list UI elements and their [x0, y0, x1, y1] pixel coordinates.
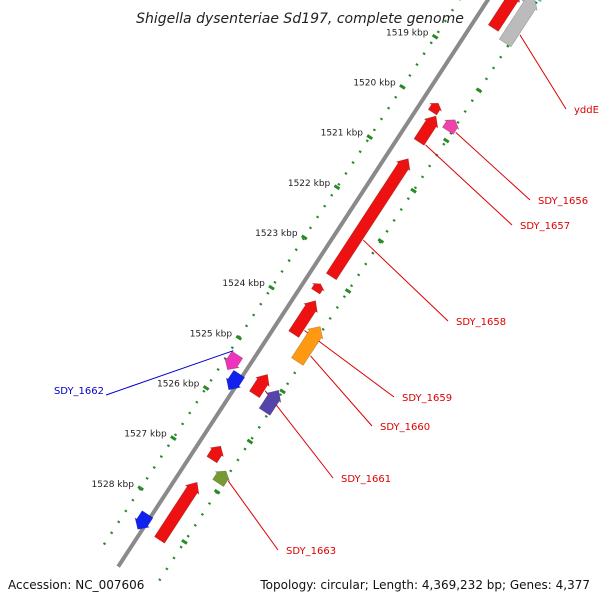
scale-tick-label: 1527 kbp — [124, 430, 167, 440]
scale-tick — [268, 284, 275, 291]
scale-tick-inner — [181, 539, 188, 545]
scale-tick-inner — [475, 87, 483, 94]
gene-label: SDY_1657 — [520, 221, 570, 232]
gene-arrow-g2 — [537, 0, 542, 3]
gene-leader-line — [310, 355, 373, 427]
gene-leader-line — [362, 239, 449, 322]
scale-tick-inner — [442, 137, 450, 144]
scale-tick-label: 1523 kbp — [255, 229, 298, 239]
gene-arrow-sdy_1658 — [325, 158, 411, 281]
gene-arrow-g_blue_bottom — [134, 510, 154, 530]
gene-label: SDY_1658 — [456, 317, 506, 328]
outer-dotted-track — [97, 0, 461, 555]
gene-label: SDY_1656 — [538, 196, 588, 207]
scale-tick-label: 1525 kbp — [190, 329, 233, 339]
gene-label: SDY_1663 — [286, 546, 336, 557]
scale-tick — [333, 184, 341, 191]
scale-tick-label: 1521 kbp — [321, 129, 364, 139]
gene-arrow-sdy_1659 — [288, 300, 318, 338]
scale-tick-label: 1520 kbp — [353, 79, 396, 89]
scale-tick-inner — [410, 187, 417, 194]
gene-arrow-g_bottom — [154, 481, 200, 544]
gene-arrow-sdy_1663 — [212, 470, 231, 487]
scale-tick — [170, 435, 177, 442]
scale-tick — [366, 134, 374, 140]
scale-tick — [137, 485, 144, 492]
gene-label: SDY_1662 — [54, 386, 104, 397]
map-title: Shigella dysenteriae Sd197, complete gen… — [136, 11, 464, 27]
scale-tick-label: 1526 kbp — [157, 380, 200, 390]
scale-tick-inner — [377, 237, 385, 244]
gene-leader-line — [105, 350, 234, 396]
gene-arrow-sdy_1661 — [248, 373, 270, 399]
gene-arrow-g_small1524 — [311, 283, 325, 295]
gene-leader-line — [227, 480, 279, 551]
scale-tick-label: 1522 kbp — [288, 179, 331, 189]
scale-tick-inner — [246, 438, 254, 445]
gene-leader-line — [304, 330, 395, 398]
gene-arrow-sdy_1656 — [441, 119, 460, 135]
gene-arrow-g_blue — [225, 369, 246, 391]
backbone-line — [116, 0, 491, 568]
gene-arrow-g3 — [487, 0, 520, 32]
gene-label: SDY_1659 — [402, 393, 452, 404]
scale-tick — [202, 385, 210, 391]
topology-text: Topology: circular; Length: 4,369,232 bp… — [260, 578, 590, 592]
scale-tick-label: 1519 kbp — [386, 28, 429, 38]
gene-label: SDY_1661 — [341, 474, 391, 485]
scale-tick — [235, 334, 243, 341]
scale-tick-inner — [213, 488, 221, 495]
gene-label: SDY_1660 — [380, 422, 430, 433]
gene-arrow-sdy_1660 — [291, 326, 324, 366]
scale-tick — [399, 84, 406, 90]
gene-leader-line — [455, 132, 531, 201]
accession-text: Accession: NC_007606 — [8, 578, 145, 592]
scale-tick — [300, 234, 308, 241]
gene-arrow-sdy_1662 — [224, 350, 244, 371]
scale-tick — [431, 33, 439, 40]
scale-tick-label: 1524 kbp — [222, 279, 265, 289]
gene-label: yddE — [574, 105, 599, 116]
scale-tick-inner — [344, 288, 352, 294]
gene-arrow-sdy_1657 — [413, 115, 439, 146]
gene-arrow-ydde — [498, 0, 538, 48]
scale-tick-inner — [279, 388, 286, 395]
scale-tick-label: 1528 kbp — [92, 480, 135, 490]
gene-leader-line — [519, 34, 567, 110]
gene-leader-line — [425, 144, 513, 226]
gene-arrow-g_small1527 — [206, 445, 224, 464]
gene-arrow-g_small1520 — [427, 102, 443, 116]
gene-arrow-g_purple — [258, 389, 282, 416]
